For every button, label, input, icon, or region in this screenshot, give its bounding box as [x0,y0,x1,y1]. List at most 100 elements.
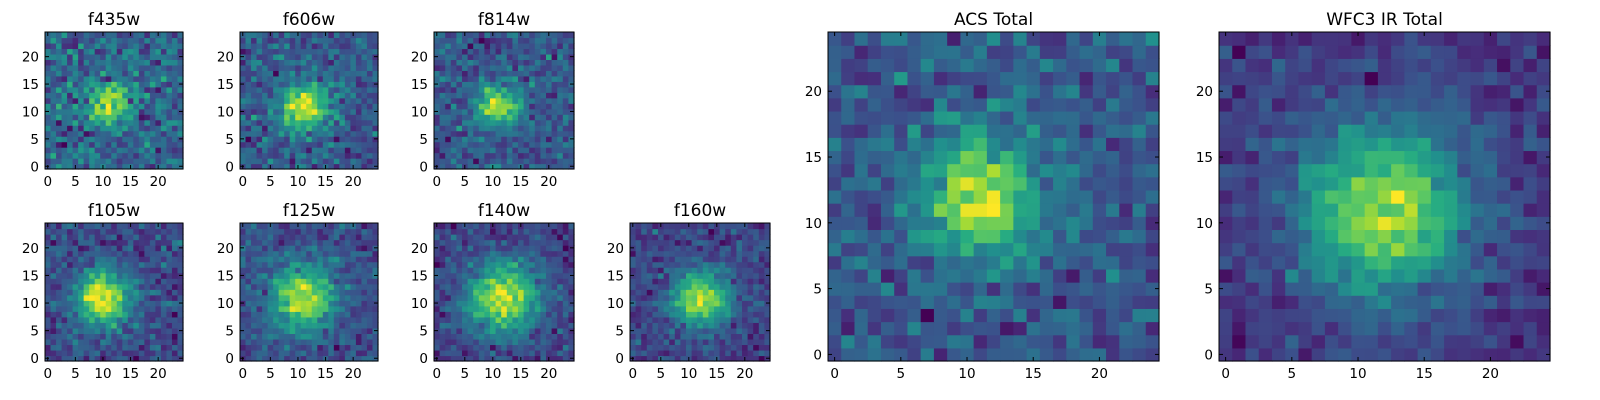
heatmap-cell [105,152,112,159]
x-tick-label: 0 [433,366,442,382]
heatmap-cell [284,37,291,44]
heatmap-cell [708,272,715,279]
heatmap-cell [551,278,558,285]
heatmap-cell [764,267,771,274]
heatmap-cell [273,108,280,115]
heatmap-cell [1013,255,1028,270]
heatmap-cell [568,64,575,71]
heatmap-cell [490,234,497,241]
heatmap-cell [328,234,335,241]
heatmap-cell [658,349,665,357]
heatmap-cell [78,344,85,351]
heatmap-cell [278,42,285,50]
heatmap-cell [105,32,112,39]
heatmap-cell [1013,203,1028,217]
heatmap-cell [333,305,340,312]
heatmap-cell [680,294,687,301]
heatmap-cell [256,322,263,329]
heatmap-cell [155,327,162,334]
heatmap-cell [663,256,670,263]
heatmap-cell [67,130,74,137]
heatmap-cell [328,136,335,143]
heatmap-cell [355,289,363,296]
heatmap-cell [551,322,558,329]
heatmap-cell [490,119,497,126]
heatmap-cell [72,294,79,301]
heatmap-cell [61,163,68,170]
heatmap-cell [557,163,564,170]
heatmap-cell [166,327,173,334]
heatmap-cell [317,147,324,154]
heatmap-cell [529,163,536,170]
heatmap-cell [529,300,536,307]
heatmap-cell [350,75,357,82]
heatmap-cell [127,141,134,148]
heatmap-cell [518,349,525,357]
heatmap-cell [506,261,513,268]
heatmap-cell [160,125,168,132]
heatmap-cell [484,338,491,346]
heatmap-cell [122,158,129,165]
heatmap-cell [708,294,715,301]
heatmap-cell [273,289,280,296]
heatmap-cell [166,70,173,77]
heatmap-cell [322,239,329,246]
heatmap-cell [262,158,269,165]
heatmap-cell [306,70,313,77]
heatmap-cell [960,308,975,323]
heatmap-cell [256,311,263,318]
heatmap-cell [725,261,732,268]
heatmap-cell [105,256,112,263]
heatmap-cell [89,316,96,323]
heatmap-cell [160,316,168,323]
heatmap-cell [867,229,882,244]
heatmap-cell [50,32,57,39]
heatmap-cell [534,245,541,252]
heatmap-cell [83,92,90,99]
heatmap-cell [67,223,74,230]
heatmap-cell [456,125,463,132]
heatmap-cell [456,338,463,346]
heatmap-cell [306,338,313,346]
panel-title: f435w [88,10,140,30]
heatmap-cell [867,334,882,349]
heatmap-cell [45,294,52,301]
x-tick-label: 0 [238,366,247,382]
heatmap-cell [501,316,508,323]
heatmap-cell [111,81,118,88]
heatmap-cell [333,311,340,318]
heatmap-cell [568,97,575,104]
heatmap-cell [747,289,754,296]
y-tick-label: 5 [419,132,428,148]
heatmap-cell [127,289,134,296]
heatmap-cell [933,308,948,323]
heatmap-cell [251,53,258,60]
heatmap-cell [445,338,452,346]
heatmap-cell [160,272,168,279]
heatmap-cell [540,228,547,235]
heatmap-cell [1132,295,1147,309]
heatmap-cell [50,283,57,290]
heatmap-cell [680,283,687,290]
heatmap-cell [122,147,129,154]
heatmap-cell [111,300,118,307]
heatmap-cell [267,114,274,121]
heatmap-cell [122,256,129,263]
heatmap-cell [350,344,357,351]
heatmap-cell [251,163,258,170]
heatmap-cell [680,338,687,346]
heatmap-cell [138,108,145,115]
heatmap-cell [295,53,302,60]
heatmap-cell [245,114,252,121]
heatmap-cell [94,316,101,323]
heatmap-cell [78,272,85,279]
heatmap-cell [306,349,313,357]
heatmap-cell [641,344,648,351]
heatmap-cell [686,305,693,312]
heatmap-cell [473,81,480,88]
heatmap-cell [372,316,379,323]
x-tick-label: 20 [540,174,557,190]
heatmap-cell [641,333,648,340]
heatmap-cell [523,261,530,268]
